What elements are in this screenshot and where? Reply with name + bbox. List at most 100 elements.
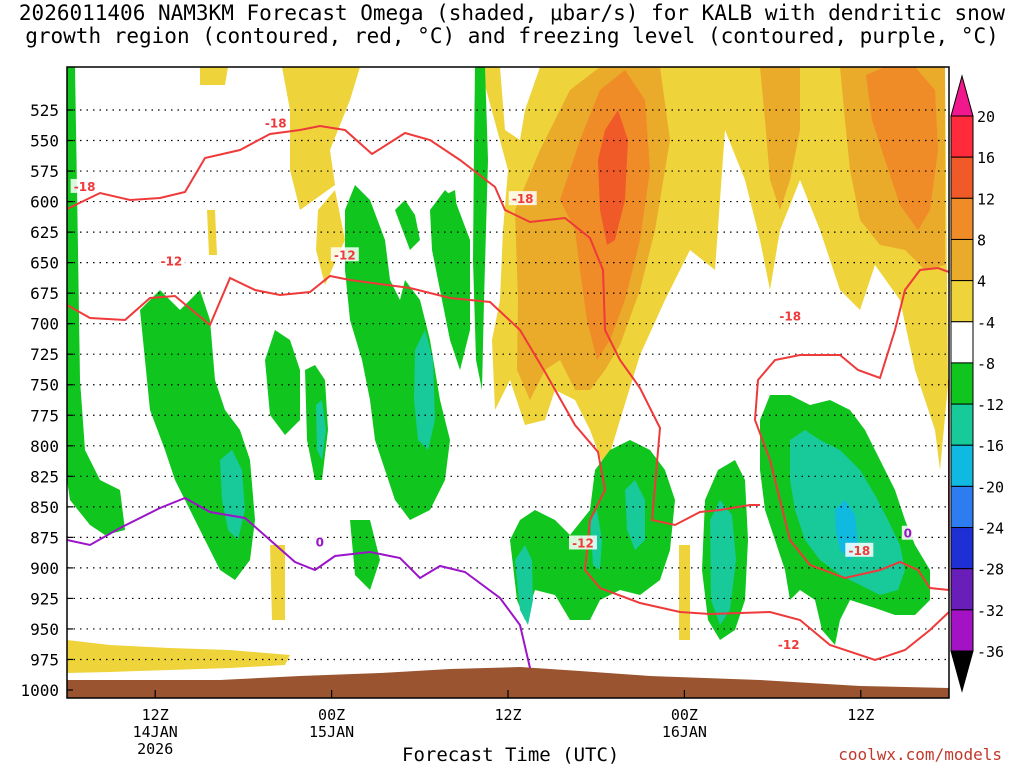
below-ground-terrain bbox=[67, 667, 949, 698]
contour-label-10: 0 bbox=[904, 527, 912, 541]
contour-label-bg-0 bbox=[70, 178, 99, 193]
y-tick-label-800: 800 bbox=[30, 437, 59, 456]
x-tick-date-3: 16JAN bbox=[662, 723, 707, 741]
contour-label-0: -18 bbox=[74, 180, 96, 194]
omega-dark-orange-region bbox=[560, 67, 938, 360]
y-tick-label-575: 575 bbox=[30, 162, 59, 181]
colorbar-swatch-4 bbox=[950, 280, 974, 323]
y-tick-label-975: 975 bbox=[30, 650, 59, 669]
omega-red-core bbox=[598, 110, 628, 245]
y-tick-label-875: 875 bbox=[30, 528, 59, 547]
colorbar-label-2: 12 bbox=[977, 190, 995, 208]
x-tick-label-0: 12Z bbox=[142, 706, 169, 724]
colorbar: 20 16 12 8 4 -4 -8 -12 -16 -20 -24 -28 -32 -36 bbox=[950, 74, 1004, 693]
contour-label-bg-2 bbox=[508, 191, 537, 206]
x-tick-year-0: 2026 bbox=[137, 740, 173, 758]
colorbar-label-12: -32 bbox=[977, 602, 1004, 620]
contour-label-bg-1 bbox=[261, 115, 290, 130]
y-tick-label-700: 700 bbox=[30, 315, 59, 334]
snow-growth-contour--18-lower bbox=[769, 380, 949, 592]
contour-label-5: -18 bbox=[779, 309, 801, 323]
omega-shading bbox=[67, 67, 949, 698]
y-tick-label-950: 950 bbox=[30, 620, 59, 639]
contour-label-bg-3 bbox=[157, 253, 186, 268]
colorbar-label-10: -24 bbox=[977, 520, 1004, 538]
colorbar-swatch-0 bbox=[950, 115, 974, 158]
colorbar-label-1: 16 bbox=[977, 149, 995, 167]
y-tick-label-550: 550 bbox=[30, 132, 59, 151]
omega-teal-region bbox=[220, 330, 905, 625]
y-tick-label-675: 675 bbox=[30, 284, 59, 303]
colorbar-label-3: 8 bbox=[977, 231, 986, 249]
chart-title: 2026011406 NAM3KM Forecast Omega (shaded… bbox=[0, 2, 1024, 48]
snow-growth-contour--18-upper bbox=[67, 124, 760, 527]
x-tick-date-1: 15JAN bbox=[309, 723, 354, 741]
y-tick-label-725: 725 bbox=[30, 345, 59, 364]
colorbar-swatch-5 bbox=[950, 321, 974, 364]
colorbar-swatch-11 bbox=[950, 568, 974, 611]
y-tick-label-650: 650 bbox=[30, 254, 59, 273]
colorbar-top-arrow bbox=[950, 74, 974, 117]
title-line-1: 2026011406 NAM3KM Forecast Omega (shaded… bbox=[18, 1, 1006, 25]
contour-label-3: -12 bbox=[161, 254, 183, 268]
contour-label-bg-6 bbox=[568, 535, 597, 550]
colorbar-swatch-3 bbox=[950, 238, 974, 282]
contour-label-9: 0 bbox=[316, 535, 324, 549]
omega-positive-region bbox=[67, 67, 948, 673]
y-tick-label-775: 775 bbox=[30, 406, 59, 425]
x-tick-label-3: 00Z bbox=[671, 706, 698, 724]
y-axis: 525 550 575 600 625 650 675 700 725 750 775 800 825 8… bbox=[20, 101, 73, 700]
contour-label-2: -18 bbox=[512, 192, 534, 206]
colorbar-label-0: 20 bbox=[977, 108, 995, 126]
colorbar-label-13: -36 bbox=[977, 643, 1004, 661]
title-line-2: growth region (contoured, red, °C) and f… bbox=[25, 24, 999, 48]
x-tick-date-0: 14JAN bbox=[133, 723, 178, 741]
colorbar-swatch-9 bbox=[950, 485, 974, 529]
colorbar-swatch-2 bbox=[950, 197, 974, 240]
colorbar-label-11: -28 bbox=[977, 561, 1004, 579]
contour-label-4: -12 bbox=[334, 248, 356, 262]
contour-lines bbox=[67, 124, 949, 669]
snow-growth-contour--18-right bbox=[753, 266, 949, 461]
contour-label-bg-10 bbox=[901, 525, 914, 540]
contour-label-bg-4 bbox=[330, 247, 359, 262]
freezing-level-contour bbox=[67, 496, 531, 669]
colorbar-swatch-8 bbox=[950, 444, 974, 487]
colorbar-swatch-7 bbox=[950, 403, 974, 446]
colorbar-swatch-6 bbox=[950, 362, 974, 405]
x-axis-label: Forecast Time (UTC) bbox=[402, 744, 620, 766]
colorbar-swatch-12 bbox=[950, 609, 974, 652]
y-tick-label-625: 625 bbox=[30, 223, 59, 242]
contour-label-bg-7 bbox=[845, 542, 874, 557]
y-tick-label-600: 600 bbox=[30, 193, 59, 212]
y-tick-label-1000: 1000 bbox=[20, 681, 59, 700]
colorbar-bottom-arrow bbox=[950, 650, 974, 693]
colorbar-swatch-10 bbox=[950, 527, 974, 570]
contour-label-6: -12 bbox=[572, 536, 594, 550]
colorbar-label-5: -4 bbox=[977, 314, 995, 332]
snow-growth-contour--12-upper bbox=[67, 274, 949, 662]
y-tick-label-900: 900 bbox=[30, 559, 59, 578]
x-tick-label-1: 00Z bbox=[318, 706, 345, 724]
colorbar-label-7: -12 bbox=[977, 396, 1004, 414]
x-tick-label-4: 12Z bbox=[847, 706, 874, 724]
contour-label-7: -18 bbox=[848, 544, 870, 558]
colorbar-label-6: -8 bbox=[977, 355, 995, 373]
contour-label-bg-5 bbox=[776, 308, 805, 323]
colorbar-swatch-1 bbox=[950, 156, 974, 199]
y-tick-label-525: 525 bbox=[30, 101, 59, 120]
x-tick-label-2: 12Z bbox=[494, 706, 521, 724]
y-tick-label-850: 850 bbox=[30, 498, 59, 517]
contour-label-bg-8 bbox=[774, 636, 803, 651]
contour-labels: -18 -18 -18 -12 -12 -18 -12 -18 -12 0 0 bbox=[70, 115, 914, 652]
omega-negative-region bbox=[67, 67, 930, 645]
y-tick-label-825: 825 bbox=[30, 467, 59, 486]
contour-label-8: -12 bbox=[778, 638, 800, 652]
colorbar-label-9: -20 bbox=[977, 478, 1004, 496]
y-tick-label-750: 750 bbox=[30, 376, 59, 395]
contour-label-bg-9 bbox=[313, 534, 326, 549]
colorbar-label-4: 4 bbox=[977, 273, 986, 291]
colorbar-label-8: -16 bbox=[977, 437, 1004, 455]
